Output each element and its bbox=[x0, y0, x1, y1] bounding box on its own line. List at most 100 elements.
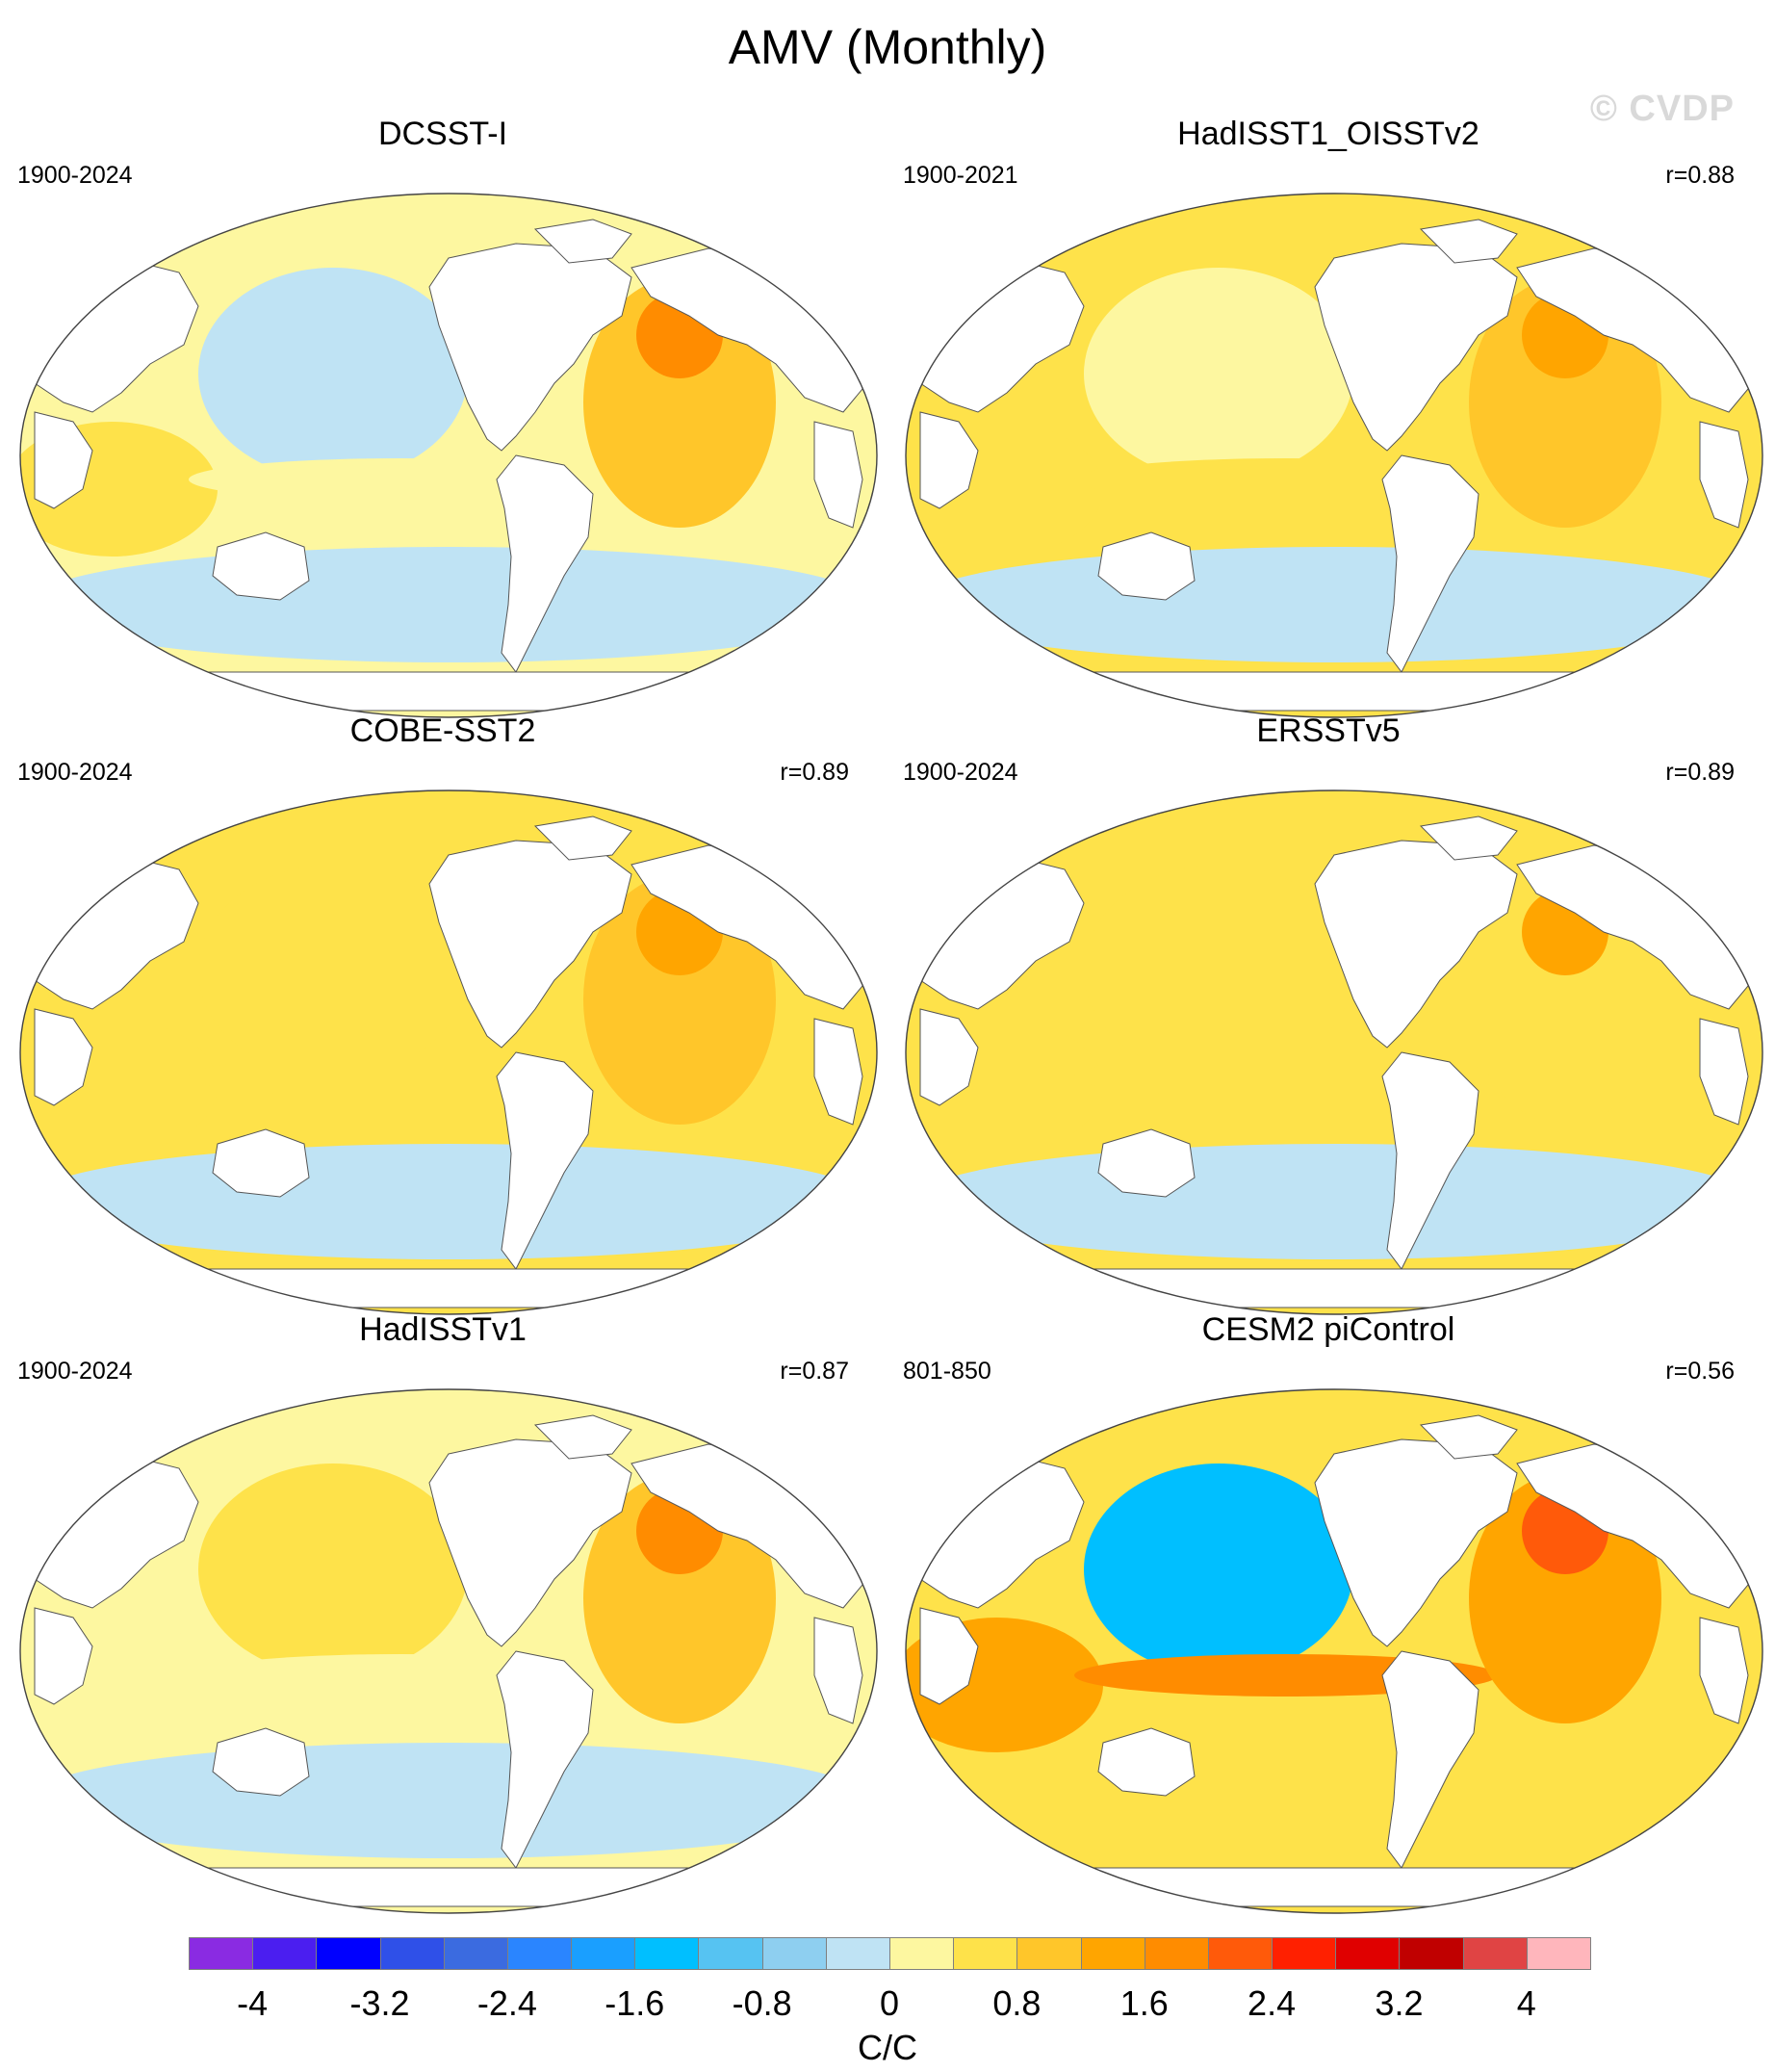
land-australia bbox=[1097, 1727, 1196, 1797]
period-label: 801-850 bbox=[903, 1358, 991, 1385]
sst-anomaly-field bbox=[906, 1389, 1762, 1913]
panel-title: HadISSTv1 bbox=[359, 1311, 527, 1348]
land-africa-east bbox=[813, 1617, 863, 1724]
colorbar-cell bbox=[252, 1937, 318, 1970]
land-north-america bbox=[428, 243, 632, 452]
period-label: 1900-2021 bbox=[903, 162, 1018, 189]
colorbar-tick-label: 0.8 bbox=[992, 1983, 1042, 2023]
colorbar-cell bbox=[506, 1937, 573, 1970]
land-north-america bbox=[1314, 840, 1518, 1049]
colorbar-cell bbox=[379, 1937, 445, 1970]
map-outline bbox=[905, 1388, 1763, 1914]
map-outline bbox=[905, 193, 1763, 718]
land-greenland bbox=[533, 219, 632, 264]
panel-title: HadISST1_OISSTv2 bbox=[1177, 116, 1479, 152]
sst-anomaly-field bbox=[906, 194, 1762, 717]
colorbar-cell bbox=[698, 1937, 763, 1970]
north-pacific-anomaly bbox=[1084, 1463, 1353, 1675]
colorbar-cell bbox=[443, 1937, 508, 1970]
land-north-america bbox=[1314, 243, 1518, 452]
map-panel: HadISST1_OISSTv2 1900-2021 r=0.88 bbox=[886, 116, 1771, 718]
colorbar-tick-label: 0 bbox=[879, 1983, 900, 2023]
colorbar-tick-label: -4 bbox=[237, 1983, 269, 2023]
colorbar-tick-label: -1.6 bbox=[605, 1983, 665, 2023]
land-north-america bbox=[428, 840, 632, 1049]
colorbar-tick-label: -2.4 bbox=[476, 1983, 537, 2023]
robinson-map bbox=[905, 790, 1763, 1315]
land-africa bbox=[34, 1607, 93, 1705]
colorbar-cell bbox=[1016, 1937, 1082, 1970]
north-atlantic-anomaly bbox=[583, 874, 776, 1125]
colorbar-cell bbox=[1144, 1937, 1209, 1970]
land-africa-east bbox=[1699, 1617, 1749, 1724]
correlation-label: r=0.87 bbox=[780, 1358, 849, 1385]
sst-anomaly-field bbox=[20, 1389, 877, 1913]
colorbar-tick-label: 1.6 bbox=[1119, 1983, 1169, 2023]
land-antarctica bbox=[129, 671, 768, 712]
colorbar-cell bbox=[1080, 1937, 1145, 1970]
land-australia bbox=[212, 1727, 310, 1797]
colorbar-tick-label: -0.8 bbox=[732, 1983, 792, 2023]
north-atlantic-anomaly bbox=[583, 1473, 776, 1723]
map-outline bbox=[905, 790, 1763, 1315]
colorbar-cell bbox=[1462, 1937, 1528, 1970]
land-greenland bbox=[1419, 816, 1518, 861]
map-panel: HadISSTv1 1900-2024 r=0.87 bbox=[0, 1311, 886, 1914]
land-antarctica bbox=[1015, 671, 1654, 712]
land-australia bbox=[1097, 1128, 1196, 1198]
panel-title: ERSSTv5 bbox=[1256, 712, 1401, 749]
colorbar-cell bbox=[889, 1937, 955, 1970]
land-greenland bbox=[1419, 1414, 1518, 1460]
land-africa-east bbox=[813, 1018, 863, 1126]
land-australia bbox=[1097, 531, 1196, 601]
colorbar-cell bbox=[1207, 1937, 1273, 1970]
colorbar-cell bbox=[634, 1937, 700, 1970]
map-panel: DCSST-I 1900-2024 bbox=[0, 116, 886, 718]
robinson-map bbox=[905, 193, 1763, 718]
correlation-label: r=0.56 bbox=[1665, 1358, 1735, 1385]
sst-anomaly-field bbox=[20, 790, 877, 1314]
land-australia bbox=[212, 1128, 310, 1198]
colorbar-cell bbox=[1399, 1937, 1464, 1970]
colorbar-tick-label: -3.2 bbox=[349, 1983, 410, 2023]
map-panel: ERSSTv5 1900-2024 r=0.89 bbox=[886, 712, 1771, 1315]
colorbar-cell bbox=[761, 1937, 827, 1970]
land-africa bbox=[919, 1607, 979, 1705]
colorbar-units: C/C bbox=[858, 2028, 917, 2067]
north-atlantic-anomaly bbox=[583, 277, 776, 528]
sst-anomaly-field bbox=[906, 790, 1762, 1314]
period-label: 1900-2024 bbox=[17, 1358, 133, 1385]
land-africa-east bbox=[1699, 1018, 1749, 1126]
land-africa bbox=[34, 411, 93, 509]
period-label: 1900-2024 bbox=[903, 759, 1018, 786]
land-africa-east bbox=[813, 421, 863, 529]
land-antarctica bbox=[1015, 1867, 1654, 1907]
land-africa-east bbox=[1699, 421, 1749, 529]
copyright-watermark: © CVDP bbox=[1589, 89, 1735, 129]
colorbar-tick-label: 4 bbox=[1516, 1983, 1536, 2023]
land-greenland bbox=[533, 816, 632, 861]
colorbar-tick-label: 2.4 bbox=[1248, 1983, 1297, 2023]
land-australia bbox=[212, 531, 310, 601]
map-outline bbox=[19, 1388, 878, 1914]
colorbar-cell bbox=[189, 1937, 254, 1970]
land-greenland bbox=[533, 1414, 632, 1460]
colorbar-cell bbox=[825, 1937, 890, 1970]
colorbar-cell bbox=[571, 1937, 636, 1970]
land-north-america bbox=[428, 1438, 632, 1647]
north-atlantic-anomaly bbox=[1469, 277, 1661, 528]
robinson-map bbox=[19, 1388, 878, 1914]
panel-title: DCSST-I bbox=[377, 116, 508, 152]
land-antarctica bbox=[1015, 1268, 1654, 1308]
colorbar-cell bbox=[953, 1937, 1018, 1970]
north-pacific-anomaly bbox=[198, 1463, 468, 1675]
north-pacific-anomaly bbox=[1084, 865, 1353, 1076]
period-label: 1900-2024 bbox=[17, 759, 133, 786]
land-antarctica bbox=[129, 1867, 768, 1907]
colorbar-tick-label: 3.2 bbox=[1375, 1983, 1424, 2023]
figure-title: AMV (Monthly) bbox=[728, 20, 1047, 74]
land-africa bbox=[919, 411, 979, 509]
panel-title: CESM2 piControl bbox=[1201, 1311, 1455, 1348]
colorbar bbox=[189, 1937, 1591, 1972]
land-africa bbox=[34, 1008, 93, 1106]
